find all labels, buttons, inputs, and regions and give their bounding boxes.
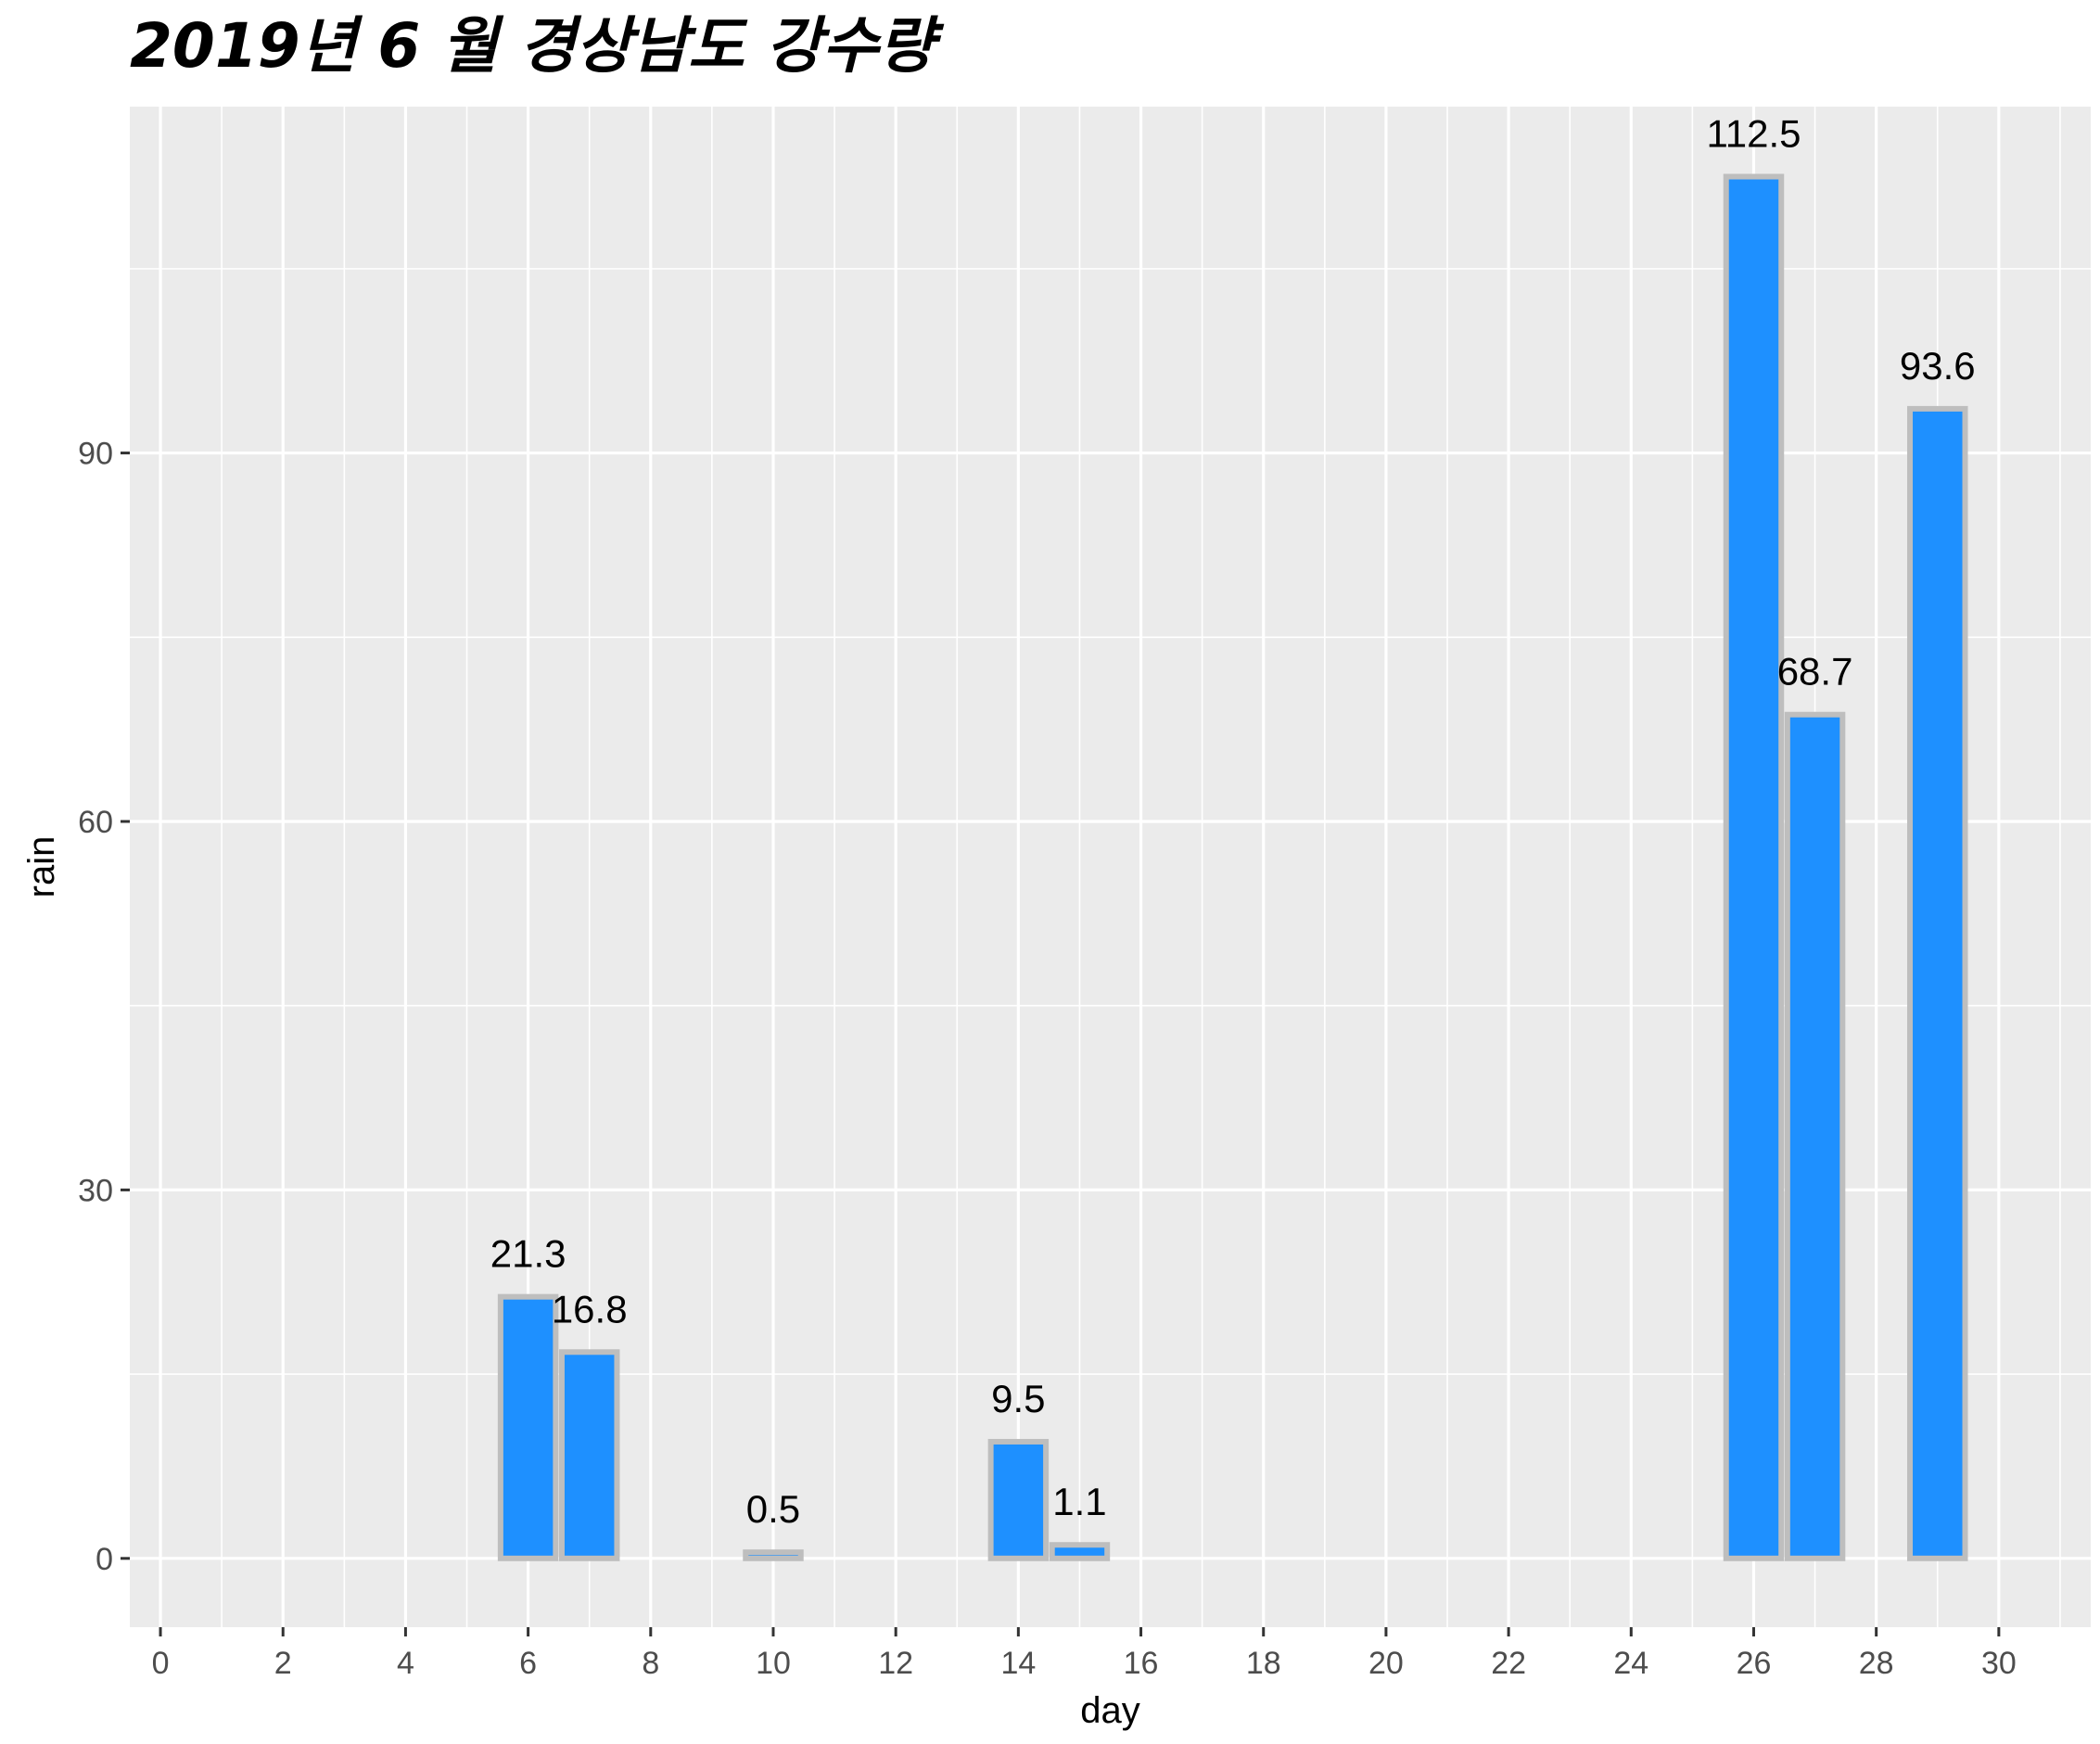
data-label-day-7: 16.8 — [552, 1287, 628, 1330]
data-label-day-29: 93.6 — [1900, 344, 1976, 388]
bar-day-14 — [987, 1438, 1050, 1561]
x-tick-label: 6 — [519, 1646, 537, 1681]
chart-title: 2019년 6 월 경상남도 강수량 — [130, 10, 945, 82]
data-label-day-6: 21.3 — [490, 1232, 566, 1276]
y-tick-label: 90 — [78, 437, 113, 472]
x-tick-label: 12 — [878, 1646, 913, 1681]
bar-day-15 — [1049, 1542, 1111, 1561]
bars — [497, 173, 1968, 1561]
data-label-day-10: 0.5 — [746, 1487, 800, 1531]
y-tick-label: 60 — [78, 805, 113, 840]
bar-day-27 — [1784, 711, 1846, 1561]
y-tick-label: 30 — [78, 1173, 113, 1208]
x-tick-label: 28 — [1859, 1646, 1894, 1681]
y-axis-title: rain — [21, 836, 62, 898]
bar-day-10 — [743, 1549, 804, 1561]
data-label-day-14: 9.5 — [991, 1377, 1045, 1420]
x-tick-label: 24 — [1613, 1646, 1648, 1681]
x-tick-label: 10 — [756, 1646, 791, 1681]
bar-day-26 — [1723, 173, 1785, 1561]
x-axis-title: day — [1080, 1690, 1140, 1731]
x-tick-label: 22 — [1491, 1646, 1526, 1681]
y-tick-label: 0 — [95, 1542, 113, 1577]
data-label-day-15: 1.1 — [1052, 1480, 1106, 1523]
x-tick-label: 30 — [1981, 1646, 2017, 1681]
x-axis: 0 2 4 6 8 10 12 14 16 18 20 22 24 26 28 30 — [152, 1627, 2017, 1681]
x-tick-label: 26 — [1737, 1646, 1772, 1681]
x-tick-label: 4 — [397, 1646, 414, 1681]
data-label-day-26: 112.5 — [1706, 112, 1801, 156]
x-tick-label: 0 — [152, 1646, 170, 1681]
data-label-day-27: 68.7 — [1777, 650, 1853, 694]
data-labels: 21.3 16.8 0.5 9.5 1.1 112.5 68.7 93.6 — [490, 112, 1976, 1532]
x-tick-label: 8 — [642, 1646, 659, 1681]
y-axis: 0 30 60 90 — [78, 437, 130, 1577]
x-tick-label: 2 — [274, 1646, 292, 1681]
x-tick-label: 20 — [1368, 1646, 1404, 1681]
x-tick-label: 18 — [1246, 1646, 1281, 1681]
bar-day-29 — [1907, 405, 1968, 1561]
x-tick-label: 16 — [1124, 1646, 1159, 1681]
bar-day-6 — [497, 1293, 559, 1561]
x-tick-label: 14 — [1000, 1646, 1036, 1681]
bar-day-7 — [558, 1349, 620, 1561]
